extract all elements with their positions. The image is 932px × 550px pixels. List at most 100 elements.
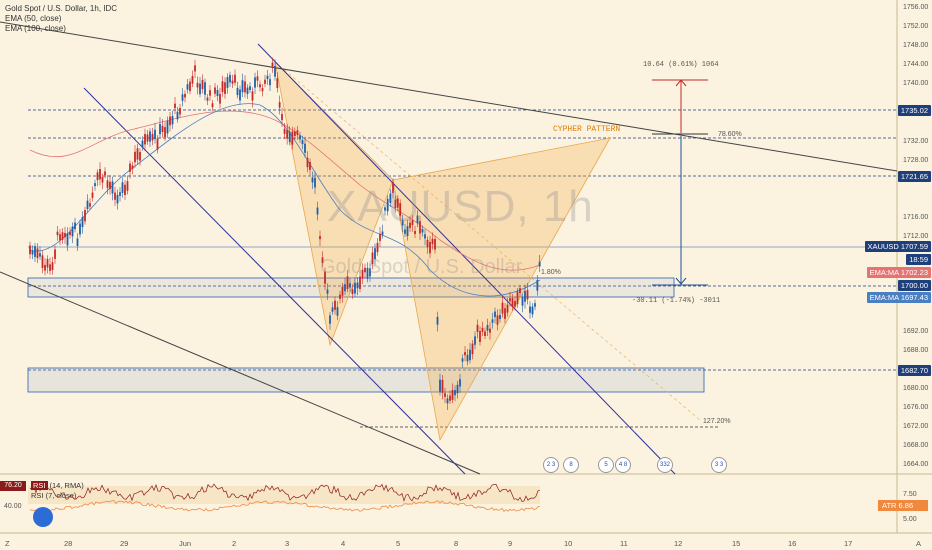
candle-body [221, 81, 224, 93]
cloud-logo-icon [33, 507, 53, 527]
candle-body [291, 131, 294, 145]
candle-body [246, 87, 249, 95]
candle-body [476, 324, 479, 332]
cypher-pattern-label[interactable]: CYPHER PATTERN [553, 125, 621, 134]
candle-body [271, 62, 274, 67]
candle-body [356, 282, 359, 289]
candle-body [479, 330, 481, 343]
event-flag-icon[interactable]: 4 8 [615, 457, 631, 473]
candle-body [144, 134, 146, 145]
ema50-legend[interactable]: EMA (50, close) [5, 14, 62, 23]
candle-body [521, 297, 524, 306]
candle-body [459, 379, 461, 387]
time-axis-label: 9 [508, 539, 513, 548]
candle-body [446, 398, 449, 404]
candle-body [514, 300, 516, 307]
candle-body [81, 216, 84, 228]
candle-body [501, 302, 504, 314]
symbol-title[interactable]: Gold Spot / U.S. Dollar, 1h, IDC [5, 4, 118, 13]
rsi-axis-40: 40.00 [4, 503, 22, 510]
corner-z[interactable]: Z [5, 539, 10, 548]
candle-body [499, 314, 501, 320]
candle-body [321, 257, 324, 264]
event-flag-icon[interactable]: 2 3 [543, 457, 559, 473]
rsi-params[interactable]: (14, RMA) [49, 481, 84, 490]
corner-a[interactable]: A [916, 539, 922, 548]
candle-body [286, 130, 289, 139]
candle-body [421, 229, 424, 233]
candle-body [406, 226, 409, 237]
candle-body [254, 77, 256, 88]
candle-body [169, 116, 171, 126]
chart-legend: Gold Spot / U.S. Dollar, 1h, IDC EMA (50… [5, 4, 117, 34]
event-flag-icon[interactable]: 332 2 [657, 457, 673, 473]
channel-upper[interactable] [257, 43, 676, 475]
candle-body [249, 86, 251, 91]
event-flag-icon[interactable]: 3 3 [711, 457, 727, 473]
candle-body [204, 82, 206, 95]
candle-body [434, 238, 436, 250]
candle-body [186, 84, 189, 90]
candle-body [114, 192, 116, 200]
candle-body [366, 267, 369, 279]
candle-body [171, 116, 174, 125]
candle-body [424, 234, 426, 239]
candle-body [51, 262, 54, 270]
candle-body [376, 242, 379, 253]
candle-body [196, 82, 199, 88]
candle-body [309, 162, 311, 170]
candle-body [266, 75, 269, 80]
candle-body [341, 286, 344, 296]
candle-body [529, 306, 531, 313]
candle-body [534, 303, 536, 307]
atr-value: 6.86 [898, 501, 914, 510]
atr-axis-5: 5.00 [903, 516, 917, 523]
candle-body [392, 182, 394, 194]
rsi7-label[interactable]: RSI (7, close) [31, 491, 77, 500]
candle-body [314, 177, 316, 188]
candle-body [346, 276, 349, 290]
descending-resistance[interactable] [0, 21, 898, 172]
event-flag-icon[interactable]: 8 [563, 457, 579, 473]
candle-body [91, 192, 94, 198]
rsi-label[interactable]: RSI [31, 481, 48, 490]
candle-body [136, 148, 139, 160]
candle-body [351, 289, 354, 295]
candle-body [224, 82, 226, 94]
candle-body [76, 238, 79, 247]
candle-body [129, 163, 131, 172]
candle-body [264, 79, 266, 84]
time-axis-label: 16 [788, 539, 797, 548]
channel-lower[interactable] [83, 87, 466, 475]
candle-body [201, 79, 204, 90]
candle-body [361, 269, 364, 279]
price-tag-1700: 1700.00 [897, 280, 931, 291]
candle-body [379, 233, 381, 241]
candle-body [126, 181, 129, 191]
rsi-line [29, 483, 540, 502]
candle-body [364, 267, 366, 273]
candle-body [494, 311, 496, 318]
descending-support[interactable] [0, 271, 481, 475]
candle-body [161, 125, 164, 132]
fib-180-label: 1.80% [541, 269, 561, 276]
candlestick-series[interactable] [29, 57, 541, 410]
support-zone-lower[interactable] [27, 367, 705, 393]
candle-body [293, 131, 296, 137]
candle-body [524, 291, 526, 302]
cypher-triangle-1[interactable] [274, 60, 394, 347]
candle-body [34, 246, 36, 257]
candle-body [94, 183, 96, 187]
candle-body [49, 264, 51, 271]
candle-body [64, 232, 66, 238]
candle-body [86, 200, 89, 210]
event-flag-icon[interactable]: 5 [598, 457, 614, 473]
candle-body [261, 88, 264, 92]
candle-body [156, 138, 159, 150]
price-tag-1735: 1735.02 [897, 105, 931, 116]
rsi-series[interactable] [29, 483, 541, 513]
candle-body [116, 194, 119, 204]
candle-body [486, 324, 489, 331]
ema100-legend[interactable]: EMA (100, close) [5, 24, 66, 33]
